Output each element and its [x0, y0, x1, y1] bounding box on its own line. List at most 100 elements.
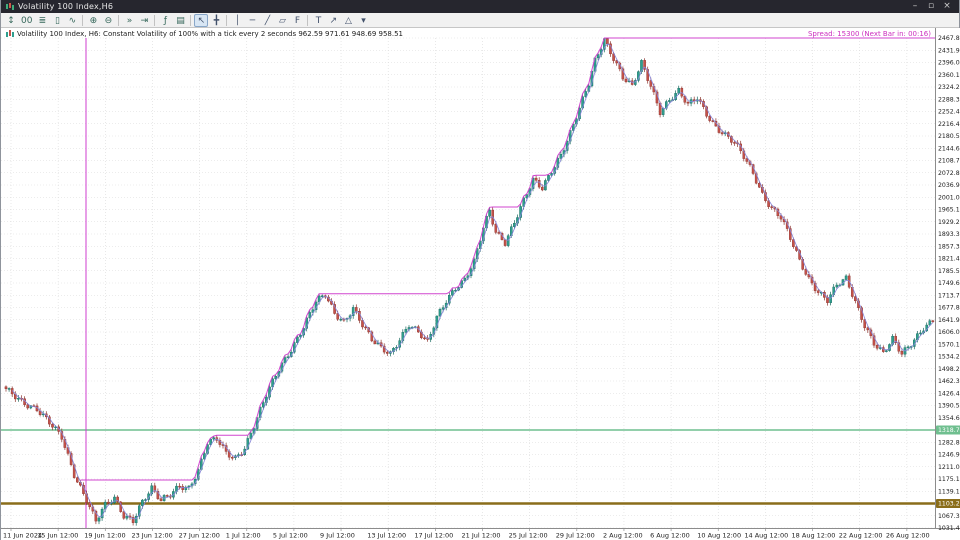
candle-body — [370, 331, 374, 342]
running-max-line[interactable] — [80, 37, 935, 481]
candle-body — [348, 315, 352, 319]
price-tick-label: 2036.94 — [938, 182, 960, 189]
close-button[interactable]: × — [943, 1, 951, 11]
candle-body — [320, 295, 324, 297]
chart-bars-button[interactable]: ≣ — [38, 15, 47, 26]
price-chart[interactable]: 2467.86 2431.95 2396.04 2360.13 2324.22 2288.… — [1, 28, 960, 540]
symbol-label-icon — [6, 30, 14, 38]
candle-body — [733, 142, 736, 144]
crosshair-button[interactable]: ╋ — [213, 15, 220, 26]
shapes-button[interactable]: △ — [344, 15, 352, 26]
price-tick-label: 2001.03 — [938, 194, 960, 201]
timeframes-button[interactable]: ▾ — [361, 15, 366, 26]
price-tick-label: 2180.58 — [938, 133, 960, 140]
chart-symbol-label: Volatility 100 Index, H6: Constant Volat… — [6, 30, 403, 38]
candle-body — [835, 284, 839, 288]
candle-body — [612, 53, 615, 61]
candle-body — [41, 413, 45, 416]
moving-average-line[interactable] — [11, 43, 934, 520]
chart-area: 2467.86 2431.95 2396.04 2360.13 2324.22 2288.… — [1, 28, 960, 540]
support-olive-axis-tag-label: 1103.28 — [938, 501, 960, 508]
price-tick-label: 1354.65 — [938, 415, 960, 422]
toolbar-divider — [118, 14, 120, 26]
candle-body — [906, 346, 910, 349]
candle-body — [513, 222, 516, 227]
indicators-button[interactable]: ƒ — [163, 15, 168, 26]
price-axis[interactable]: 2467.86 2431.95 2396.04 2360.13 2324.22 2288.… — [938, 35, 960, 532]
fibonacci-retracement-button[interactable]: F — [294, 15, 301, 26]
candle-body — [758, 183, 761, 188]
candle-body — [178, 485, 181, 488]
price-tick-label: 2252.40 — [938, 109, 960, 116]
equidistant-channel-button[interactable]: ▱ — [278, 15, 286, 26]
candle-body — [184, 486, 188, 490]
toolbar-divider — [307, 14, 309, 26]
chart-line-button[interactable]: ∿ — [68, 15, 77, 26]
price-tick-label: 1067.37 — [938, 513, 960, 520]
candle-body — [624, 78, 628, 82]
candle-body — [643, 60, 646, 70]
price-tick-label: 1677.84 — [938, 305, 960, 312]
candle-body — [336, 313, 340, 320]
trendline-button[interactable]: ╱ — [264, 15, 271, 26]
candle-body — [872, 335, 876, 346]
chart-window-icon — [5, 2, 14, 11]
candle-body — [203, 453, 206, 460]
candle-body — [854, 296, 857, 302]
candle-body — [137, 505, 141, 517]
zoom-out-button[interactable]: ⊖ — [104, 15, 113, 26]
toolbar-divider — [190, 14, 192, 26]
candle-body — [274, 376, 278, 380]
candle-body — [435, 315, 439, 329]
candle-body — [919, 332, 922, 335]
toolbar: ↕ 00 ≣ ▯ ∿ ⊕ ⊖ » ⇥ ƒ ▤ ↖ ╋ │ ─ ╱ ▱ F T ↗ △ ▾ — [1, 13, 959, 28]
candle-body — [181, 486, 185, 490]
price-tick-label: 2216.49 — [938, 121, 960, 128]
price-tick-label: 1498.29 — [938, 366, 960, 373]
objects-list-button[interactable]: ▤ — [176, 15, 185, 26]
cursor-button[interactable]: ↖ — [194, 13, 209, 27]
candle-body — [621, 68, 625, 80]
window-controls: – ▫ × — [907, 0, 955, 13]
candle-body — [829, 294, 832, 303]
zoom-in-button[interactable]: ⊕ — [89, 15, 98, 26]
price-tick-label: 1031.46 — [938, 525, 960, 532]
minimize-button[interactable]: – — [912, 1, 918, 11]
time-tick-label: 17 Jul 12:00 — [414, 532, 453, 540]
candle-body — [159, 498, 163, 501]
price-tick-label: 1929.21 — [938, 219, 960, 226]
candle-body — [404, 329, 408, 333]
auto-scroll-button[interactable]: » — [126, 15, 133, 26]
restore-button[interactable]: ▫ — [927, 1, 935, 11]
arrow-objects-button[interactable]: ↗ — [329, 15, 338, 26]
candle-body — [153, 485, 157, 492]
candle-body — [451, 290, 454, 296]
time-tick-label: 18 Aug 12:00 — [792, 532, 836, 540]
candle-countdown-button[interactable]: 00 — [21, 15, 33, 26]
chart-shift-button[interactable]: ⇥ — [140, 15, 149, 26]
candle-body — [900, 350, 904, 355]
time-tick-label: 29 Jul 12:00 — [556, 532, 595, 540]
candle-body — [463, 277, 467, 281]
candle-body — [423, 337, 426, 340]
vertical-line-button[interactable]: │ — [234, 15, 241, 26]
price-tick-label: 2288.31 — [938, 96, 960, 103]
time-tick-label: 14 Aug 12:00 — [744, 532, 788, 540]
horizontal-line-button[interactable]: ─ — [249, 15, 256, 26]
price-scale-toggle-button[interactable]: ↕ — [7, 15, 15, 26]
spread-label: Spread: 15300 (Next Bar in: 00:16) — [807, 30, 931, 38]
candle-body — [494, 223, 498, 233]
candle-body — [556, 158, 560, 168]
titlebar[interactable]: Volatility 100 Index,H6 – ▫ × — [1, 0, 959, 13]
candle-body — [373, 340, 377, 345]
chart-candles-button[interactable]: ▯ — [54, 15, 60, 26]
candle-body — [246, 438, 250, 450]
time-tick-label: 2 Aug 12:00 — [603, 532, 643, 540]
candle-body — [75, 477, 79, 483]
time-tick-label: 13 Jul 12:00 — [367, 532, 406, 540]
price-tick-label: 1713.75 — [938, 292, 960, 299]
price-tick-label: 1246.92 — [938, 452, 960, 459]
price-tick-label: 1641.93 — [938, 317, 960, 324]
text-label-button[interactable]: T — [315, 15, 322, 26]
